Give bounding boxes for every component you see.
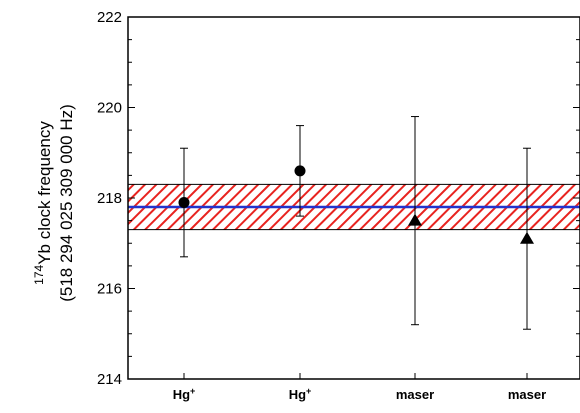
data-point-triangle [520, 231, 534, 244]
x-category-label: maser [396, 387, 434, 402]
y-tick-label: 220 [97, 100, 122, 117]
y-tick-label: 218 [97, 190, 122, 207]
y-axis-label-text: Yb clock frequency [35, 121, 54, 265]
y-axis-label-line2: (518 294 025 309 000 Hz) [57, 104, 76, 302]
y-tick-label: 216 [97, 281, 122, 298]
y-axis: 214 216 218 220 222 [97, 9, 580, 388]
x-category-label: Hg+ [289, 386, 312, 402]
uncertainty-band-group [128, 183, 580, 231]
x-axis: Hg+ Hg+ maser maser [173, 373, 546, 402]
x-category-label: maser [508, 387, 546, 402]
data-points [178, 116, 534, 330]
y-tick-label: 214 [97, 371, 122, 388]
y-axis-label-line1: 174Yb clock frequency [32, 121, 54, 285]
y-tick-label: 222 [97, 9, 122, 26]
y-axis-label: 174Yb clock frequency (518 294 025 309 0… [32, 104, 76, 302]
data-point-triangle [408, 213, 422, 226]
data-point-circle [294, 165, 306, 177]
y-axis-label-superscript: 174 [32, 264, 46, 284]
data-point-circle [178, 197, 190, 209]
x-category-label: Hg+ [173, 386, 196, 402]
